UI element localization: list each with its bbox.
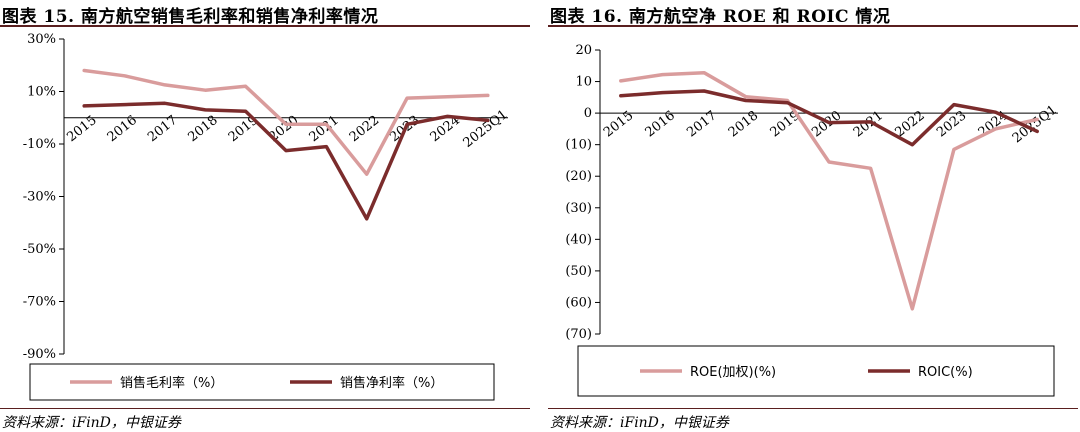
y-tick-label: 30% (27, 32, 56, 47)
chart-panel-returns: 图表 16. 南方航空净 ROE 和 ROIC 情况 20 10 0 (10) (20)… (548, 0, 1078, 432)
bottom-rule (0, 408, 530, 409)
source-note: 资料来源：iFinD，中银证券 (2, 415, 181, 431)
series-line (619, 89, 1039, 147)
y-tick-label: (20) (565, 169, 592, 184)
margin-line-chart: 30%10%-10%-30%-50%-70%-90%2015 2016 2017 20… (23, 32, 511, 401)
y-tick-label: (50) (565, 264, 592, 279)
figure-title: 图表 15. 南方航空销售毛利率和销售净利率情况 (2, 7, 379, 27)
y-tick-label: 0 (584, 106, 592, 121)
y-tick-label: 10 (575, 75, 592, 90)
y-tick-label: 10% (27, 85, 56, 100)
series-line (82, 68, 490, 176)
y-tick-label: (40) (565, 232, 592, 247)
chart-panel-margins: 图表 15. 南方航空销售毛利率和销售净利率情况 30% 10% -10% -30% -… (0, 0, 530, 432)
y-tick-label: (10) (565, 138, 592, 153)
y-tick-label: -50% (23, 242, 56, 257)
figure-title: 图表 16. 南方航空净 ROE 和 ROIC 情况 (550, 7, 891, 27)
y-tick-label: -30% (23, 190, 56, 205)
legend-label: 销售毛利率（%） (120, 375, 223, 391)
y-tick-label: -70% (23, 295, 56, 310)
legend-label: 销售净利率（%） (340, 375, 443, 391)
series-line (82, 101, 490, 221)
legend-label: ROIC(%) (918, 365, 973, 380)
y-tick-label: (70) (565, 327, 592, 342)
y-tick-label: (60) (565, 295, 592, 310)
legend-label: ROE(加权)(%) (690, 364, 776, 380)
title-rule (0, 25, 530, 27)
bottom-rule (548, 408, 1078, 409)
source-note: 资料来源：iFinD，中银证券 (550, 415, 729, 431)
y-tick-label: 20 (575, 43, 592, 58)
title-rule (548, 25, 1078, 27)
y-tick-label: -90% (23, 347, 56, 362)
y-tick-label: -10% (23, 137, 56, 152)
y-tick-label: (30) (565, 201, 592, 216)
x-tick-label: 2025Q1 (461, 107, 511, 151)
series-line (619, 70, 1039, 311)
